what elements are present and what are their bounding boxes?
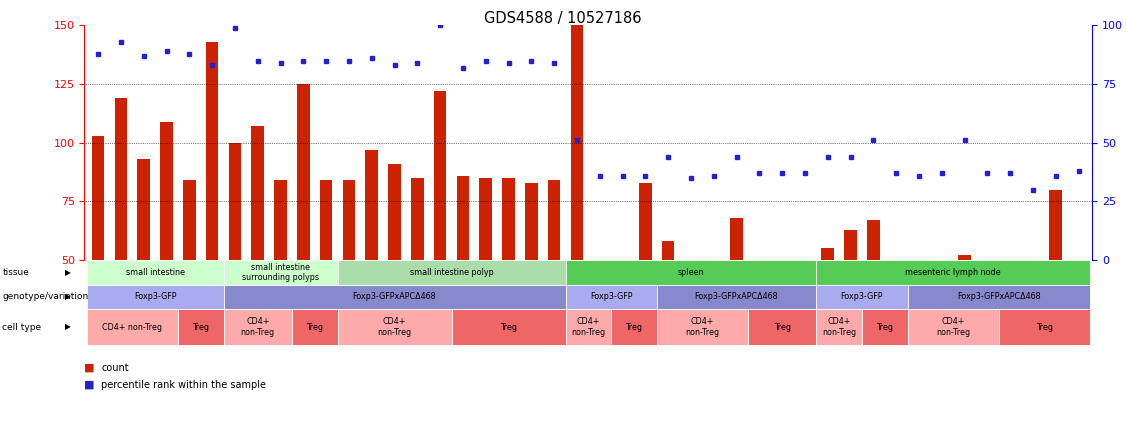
Text: genotype/variation: genotype/variation: [2, 292, 89, 302]
Bar: [502, 178, 515, 260]
Text: spleen: spleen: [678, 268, 704, 277]
Text: CD4+
non-Treg: CD4+ non-Treg: [936, 317, 971, 337]
Text: count: count: [101, 363, 129, 373]
Text: GDS4588 / 10527186: GDS4588 / 10527186: [484, 11, 642, 25]
Bar: [616, 260, 628, 265]
Bar: [936, 260, 948, 267]
Bar: [822, 248, 834, 260]
Text: Treg: Treg: [625, 322, 643, 332]
Text: Foxp3-GFPxAPCΔ468: Foxp3-GFPxAPCΔ468: [352, 292, 437, 302]
Bar: [160, 122, 172, 260]
Text: ■: ■: [84, 363, 95, 373]
Text: CD4+
non-Treg: CD4+ non-Treg: [686, 317, 720, 337]
Text: tissue: tissue: [2, 268, 29, 277]
Bar: [844, 230, 857, 260]
Bar: [867, 220, 879, 260]
Text: Foxp3-GFP: Foxp3-GFP: [134, 292, 177, 302]
Text: CD4+ non-Treg: CD4+ non-Treg: [102, 322, 162, 332]
Bar: [1027, 260, 1039, 316]
Bar: [640, 183, 652, 260]
Text: ▶: ▶: [65, 322, 71, 332]
Bar: [1004, 260, 1017, 286]
Text: small intestine: small intestine: [126, 268, 185, 277]
Bar: [707, 260, 720, 291]
Text: Treg: Treg: [500, 322, 517, 332]
Bar: [457, 176, 470, 260]
Text: Foxp3-GFP: Foxp3-GFP: [841, 292, 883, 302]
Text: percentile rank within the sample: percentile rank within the sample: [101, 380, 267, 390]
Text: Treg: Treg: [306, 322, 323, 332]
Text: ■: ■: [84, 380, 95, 390]
Bar: [297, 84, 310, 260]
Bar: [662, 242, 674, 260]
Bar: [685, 260, 697, 279]
Bar: [525, 183, 537, 260]
Bar: [571, 25, 583, 260]
Text: ▶: ▶: [65, 292, 71, 302]
Text: cell type: cell type: [2, 322, 42, 332]
Bar: [411, 178, 423, 260]
Bar: [184, 180, 196, 260]
Bar: [320, 180, 332, 260]
Bar: [1072, 260, 1084, 274]
Text: Treg: Treg: [1036, 322, 1053, 332]
Text: Foxp3-GFP: Foxp3-GFP: [590, 292, 633, 302]
Bar: [137, 159, 150, 260]
Bar: [275, 180, 287, 260]
Bar: [776, 260, 788, 267]
Bar: [434, 91, 446, 260]
Bar: [913, 260, 926, 274]
Text: Foxp3-GFPxAPCΔ468: Foxp3-GFPxAPCΔ468: [957, 292, 1040, 302]
Bar: [92, 136, 105, 260]
Bar: [229, 143, 241, 260]
Bar: [342, 180, 355, 260]
Bar: [388, 164, 401, 260]
Bar: [548, 180, 561, 260]
Bar: [115, 98, 127, 260]
Text: small intestine polyp: small intestine polyp: [410, 268, 493, 277]
Bar: [366, 150, 378, 260]
Bar: [1049, 190, 1062, 260]
Text: CD4+
non-Treg: CD4+ non-Treg: [571, 317, 606, 337]
Text: CD4+
non-Treg: CD4+ non-Treg: [377, 317, 412, 337]
Text: small intestine
surrounding polyps: small intestine surrounding polyps: [242, 263, 319, 282]
Text: Treg: Treg: [774, 322, 790, 332]
Bar: [731, 218, 743, 260]
Text: Foxp3-GFPxAPCΔ468: Foxp3-GFPxAPCΔ468: [695, 292, 778, 302]
Text: Treg: Treg: [876, 322, 893, 332]
Bar: [798, 260, 811, 267]
Bar: [890, 260, 902, 274]
Bar: [958, 255, 971, 260]
Text: ▶: ▶: [65, 268, 71, 277]
Bar: [206, 42, 218, 260]
Text: mesenteric lymph node: mesenteric lymph node: [905, 268, 1001, 277]
Bar: [593, 260, 606, 272]
Bar: [753, 260, 766, 274]
Text: Treg: Treg: [193, 322, 209, 332]
Bar: [251, 126, 263, 260]
Bar: [480, 178, 492, 260]
Text: CD4+
non-Treg: CD4+ non-Treg: [241, 317, 275, 337]
Text: CD4+
non-Treg: CD4+ non-Treg: [822, 317, 856, 337]
